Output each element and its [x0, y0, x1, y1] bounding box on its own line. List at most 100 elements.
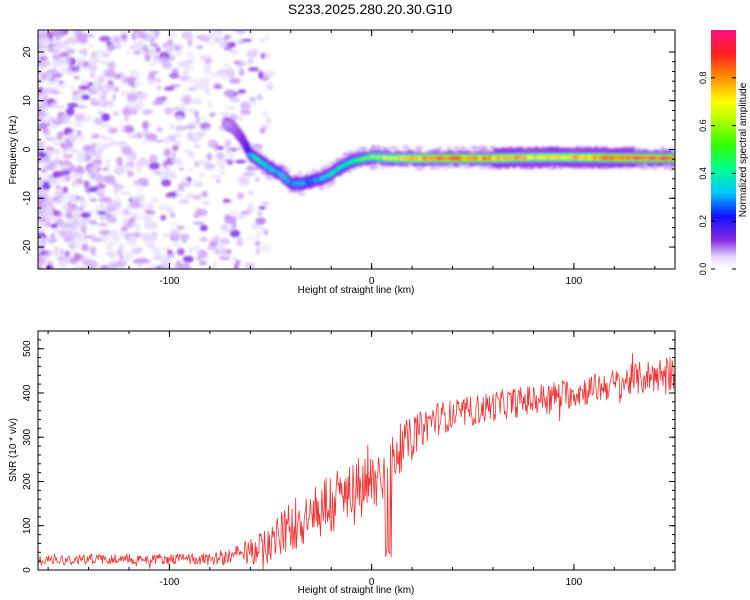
noise-blob: [53, 156, 60, 164]
noise-blob: [41, 209, 54, 216]
noise-blob: [102, 142, 112, 149]
noise-blob: [174, 161, 185, 167]
noise-blob: [240, 101, 251, 111]
noise-blob: [163, 233, 169, 238]
noise-blob: [150, 51, 157, 58]
noise-blob: [106, 201, 115, 207]
noise-blob: [231, 255, 237, 261]
noise-blob: [210, 175, 222, 179]
noise-blob: [224, 34, 229, 41]
noise-blob: [250, 223, 261, 230]
y-tick-label: 0: [22, 567, 33, 573]
noise-blob: [136, 33, 146, 39]
noise-blob: [59, 212, 64, 217]
ridge-halo-blob: [298, 171, 303, 175]
noise-blob: [136, 261, 144, 268]
noise-blob: [90, 173, 96, 180]
noise-blob: [158, 203, 169, 211]
noise-blob: [261, 110, 269, 118]
noise-blob: [101, 134, 106, 141]
noise-blob: [91, 234, 96, 243]
noise-blob: [128, 132, 139, 139]
ridge-halo-blob: [454, 145, 458, 150]
noise-blob: [131, 246, 143, 255]
noise-blob: [146, 202, 154, 210]
noise-blob: [221, 63, 231, 69]
noise-blob: [111, 181, 119, 187]
noise-blob: [87, 44, 96, 48]
noise-blob: [224, 148, 234, 154]
noise-blob: [237, 30, 246, 34]
noise-blob: [103, 238, 109, 244]
noise-blob: [54, 39, 61, 45]
noise-blob: [59, 42, 70, 51]
noise-blob: [206, 152, 213, 161]
noise-blob: [98, 35, 111, 42]
ridge-band: [222, 117, 675, 192]
noise-blob: [54, 252, 59, 262]
ridge-halo-blob: [444, 168, 449, 170]
ridge-halo-blob: [415, 168, 421, 171]
noise-blob: [259, 227, 269, 231]
noise-blob: [198, 116, 208, 121]
noise-blob: [126, 170, 134, 178]
noise-blob: [150, 197, 159, 203]
ridge-halo-blob: [323, 164, 328, 169]
noise-blob: [41, 36, 51, 45]
noise-blob: [235, 147, 241, 151]
noise-blob: [50, 89, 60, 95]
noise-blob: [90, 143, 97, 148]
noise-blob: [67, 200, 72, 207]
ridge-halo-blob: [374, 145, 383, 149]
noise-blob: [105, 69, 116, 77]
noise-blob: [209, 112, 216, 118]
noise-blob: [218, 70, 228, 74]
noise-blob: [73, 212, 81, 221]
noise-blob: [53, 190, 65, 196]
noise-blob: [112, 237, 121, 242]
noise-blob: [163, 86, 175, 91]
noise-blob: [65, 107, 75, 116]
ridge-halo-blob: [474, 145, 482, 149]
noise-blob: [209, 239, 218, 248]
noise-blob: [68, 193, 77, 201]
noise-blob: [169, 72, 180, 79]
noise-blob: [131, 32, 137, 41]
noise-blob: [78, 85, 90, 90]
noise-blob: [109, 229, 118, 239]
ridge-halo-blob: [481, 166, 490, 170]
noise-blob: [118, 243, 124, 251]
noise-blob: [236, 236, 244, 245]
ridge-halo-blob: [622, 166, 628, 171]
noise-blob: [215, 159, 227, 166]
noise-blob: [170, 229, 182, 237]
snr-frame: [37, 330, 676, 571]
noise-blob: [40, 220, 50, 224]
noise-blob: [170, 158, 182, 163]
noise-blob: [176, 188, 185, 192]
noise-blob: [67, 48, 76, 54]
snr-series-line: [38, 353, 675, 570]
y-tick-label: 400: [22, 384, 33, 401]
noise-blob: [89, 198, 97, 203]
noise-blob: [50, 250, 61, 255]
noise-blob: [83, 48, 88, 57]
colorbar-tick-label: 0.4: [698, 167, 708, 180]
noise-blob: [98, 196, 111, 202]
noise-blob: [181, 30, 193, 40]
noise-blob: [198, 159, 210, 165]
y-tick-label: -20: [22, 239, 33, 254]
noise-blob: [58, 80, 64, 84]
noise-blob: [73, 265, 83, 269]
noise-blob: [177, 225, 185, 230]
colorbar-tick-label: 0.2: [698, 215, 708, 228]
noise-blob: [237, 89, 246, 94]
ridge-halo-blob: [401, 146, 408, 150]
noise-blob: [173, 241, 181, 248]
noise-blob: [89, 71, 96, 79]
noise-blob: [236, 242, 244, 246]
ridge-halo-blob: [481, 148, 490, 151]
noise-blob: [127, 210, 132, 215]
noise-blob: [155, 78, 162, 84]
